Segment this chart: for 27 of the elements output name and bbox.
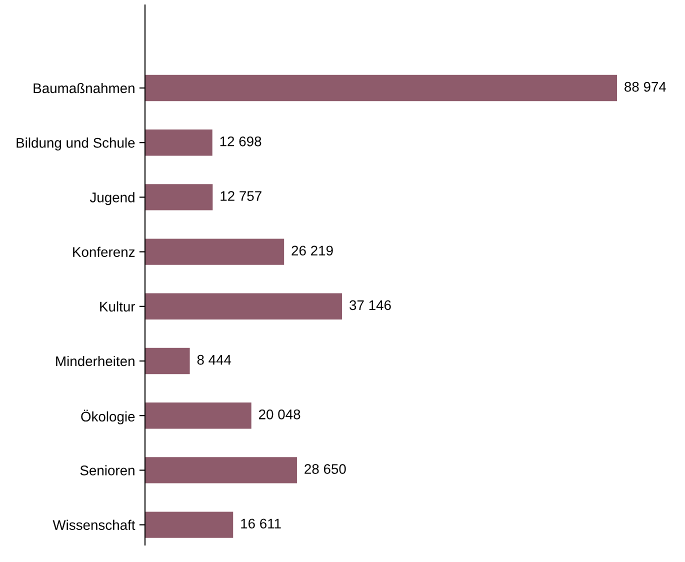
bar [145,512,234,538]
y-tick-label: Bildung und Schule [16,138,135,151]
y-tick-label: Wissenschaft [52,520,136,530]
y-tick-label: Ökologie [81,410,135,424]
y-tick-label: Kultur [100,301,136,312]
y-tick-label: Baumaßnahmen [34,82,134,94]
data-label: 26 219 [292,246,333,256]
y-tick-label: Jugend [90,192,134,206]
data-label: 28 650 [304,464,346,474]
data-label: 20 048 [258,409,300,420]
bar [145,293,342,320]
y-tick-label: Minderheiten [56,356,134,366]
bar [145,238,284,265]
y-tick-label: Konferenz [73,246,135,257]
data-label: 37 146 [350,300,391,310]
y-tick-label: Senioren [80,465,134,476]
bar [145,74,617,102]
data-label: 16 611 [241,518,281,529]
bar [145,348,190,374]
data-label: 8 444 [197,354,232,365]
data-label: 88 974 [624,82,666,92]
data-label: 12 757 [220,191,262,201]
bar [145,457,297,484]
bar [145,129,212,156]
bar [145,184,213,210]
bar [145,402,252,429]
data-label: 12 698 [220,136,262,146]
